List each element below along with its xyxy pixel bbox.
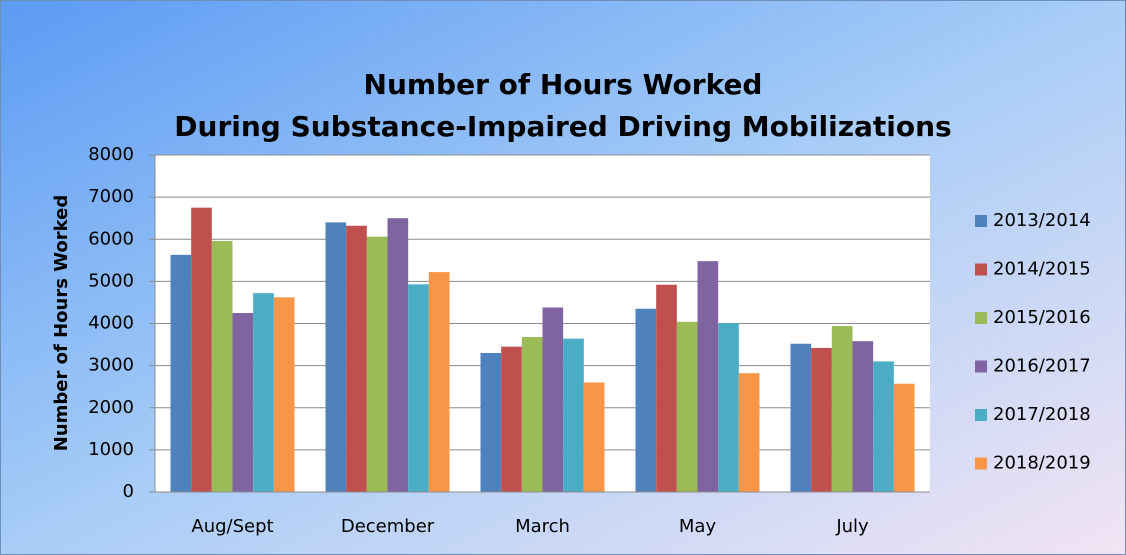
y-tick-label: 6000 <box>88 228 134 249</box>
y-tick-label: 1000 <box>88 439 134 460</box>
bar <box>211 240 233 492</box>
legend-swatch <box>975 457 987 470</box>
legend-swatch <box>975 312 987 324</box>
bar <box>480 352 502 492</box>
y-tick-label: 4000 <box>88 313 134 334</box>
bar <box>273 297 295 492</box>
x-tick-label: Aug/Sept <box>191 516 273 537</box>
legend-swatch <box>975 409 987 421</box>
bar <box>232 312 254 492</box>
chart-title: During Substance-Impaired Driving Mobili… <box>174 110 951 143</box>
bar <box>387 218 409 492</box>
bar <box>583 382 605 492</box>
bar <box>831 326 853 492</box>
x-tick-label: July <box>835 516 869 537</box>
bar <box>191 207 212 492</box>
bar <box>893 383 915 492</box>
y-tick-label: 7000 <box>88 186 134 207</box>
bar <box>852 341 874 492</box>
bar <box>542 307 564 492</box>
bar <box>697 261 719 492</box>
bar <box>366 236 388 492</box>
legend-label: 2015/2016 <box>993 307 1091 328</box>
bar <box>325 222 347 492</box>
legend-swatch <box>975 263 987 276</box>
y-tick-label: 8000 <box>88 144 134 165</box>
bar <box>790 343 812 492</box>
bar <box>738 373 760 492</box>
y-axis-label: Number of Hours Worked <box>51 195 72 451</box>
bar <box>428 272 450 492</box>
legend-label: 2014/2015 <box>993 259 1091 280</box>
bar <box>873 361 894 492</box>
chart-title: Number of Hours Worked <box>364 68 763 101</box>
y-tick-label: 5000 <box>88 270 134 291</box>
y-tick-label: 3000 <box>88 355 134 376</box>
x-tick-label: March <box>515 516 570 537</box>
bar <box>718 323 739 492</box>
bar <box>346 225 367 492</box>
bar <box>635 308 657 492</box>
legend-swatch <box>975 215 987 227</box>
legend-label: 2016/2017 <box>993 356 1091 377</box>
bar <box>501 346 522 492</box>
y-tick-label: 0 <box>123 481 134 502</box>
bar <box>408 284 429 492</box>
y-tick-label: 2000 <box>88 397 134 418</box>
legend-label: 2018/2019 <box>993 453 1091 474</box>
bar <box>656 284 677 492</box>
bar <box>676 321 698 492</box>
x-tick-label: December <box>341 516 435 537</box>
legend-label: 2013/2014 <box>993 210 1091 231</box>
bar <box>170 254 192 492</box>
bar <box>521 336 543 492</box>
legend-swatch <box>975 360 987 373</box>
x-tick-label: May <box>679 516 717 537</box>
bar <box>811 347 832 492</box>
bar <box>563 338 584 492</box>
bar <box>253 293 274 492</box>
legend-label: 2017/2018 <box>993 404 1091 425</box>
